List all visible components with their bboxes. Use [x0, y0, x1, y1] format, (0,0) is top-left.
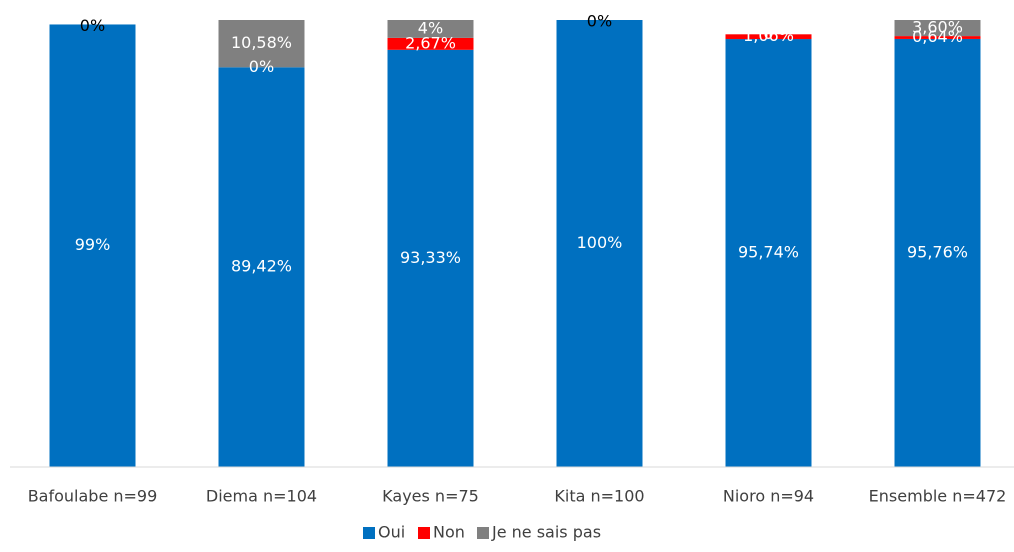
data-label: 99%: [75, 235, 111, 254]
bar-segment: [556, 20, 643, 467]
bar-segment: [218, 20, 305, 68]
legend-label: Je ne sais pas: [491, 523, 601, 542]
x-tick-label: Ensemble n=472: [869, 487, 1007, 506]
legend-swatch: [363, 527, 375, 539]
data-label: 3,60%: [912, 18, 963, 37]
x-tick-label: Bafoulabe n=99: [28, 487, 158, 506]
x-tick-label: Nioro n=94: [723, 487, 814, 506]
data-label: 1,06%: [743, 26, 794, 45]
data-label: 2,67%: [405, 33, 456, 52]
data-label: 0%: [249, 57, 274, 76]
data-label: 89,42%: [231, 257, 292, 276]
data-label: 0%: [80, 16, 105, 35]
data-label: 4%: [418, 18, 443, 37]
data-label: 95,74%: [738, 243, 799, 262]
data-label: 95,76%: [907, 242, 968, 261]
data-label: 100%: [577, 233, 623, 252]
bar-segment: [894, 20, 981, 37]
data-label: 0%: [587, 12, 612, 31]
legend-swatch: [477, 527, 489, 539]
bar-segment: [387, 20, 474, 38]
data-label: 0,64%: [912, 27, 963, 46]
bar-segment: [387, 37, 474, 50]
bar-segment: [725, 34, 812, 40]
x-tick-label: Diema n=104: [206, 487, 317, 506]
legend-label: Non: [433, 523, 465, 542]
bar-segment: [218, 67, 305, 467]
bar-segment: [894, 38, 981, 468]
bar-segment: [387, 49, 474, 467]
data-label: 10,58%: [231, 33, 292, 52]
legend-label: Oui: [378, 523, 405, 542]
data-label: 93,33%: [400, 248, 461, 267]
x-tick-label: Kita n=100: [554, 487, 644, 506]
data-label: 0: [763, 24, 773, 43]
bar-segment: [894, 36, 981, 39]
bar-segment: [49, 24, 136, 467]
legend-swatch: [418, 527, 430, 539]
x-tick-label: Kayes n=75: [382, 487, 479, 506]
bar-segment: [725, 39, 812, 467]
